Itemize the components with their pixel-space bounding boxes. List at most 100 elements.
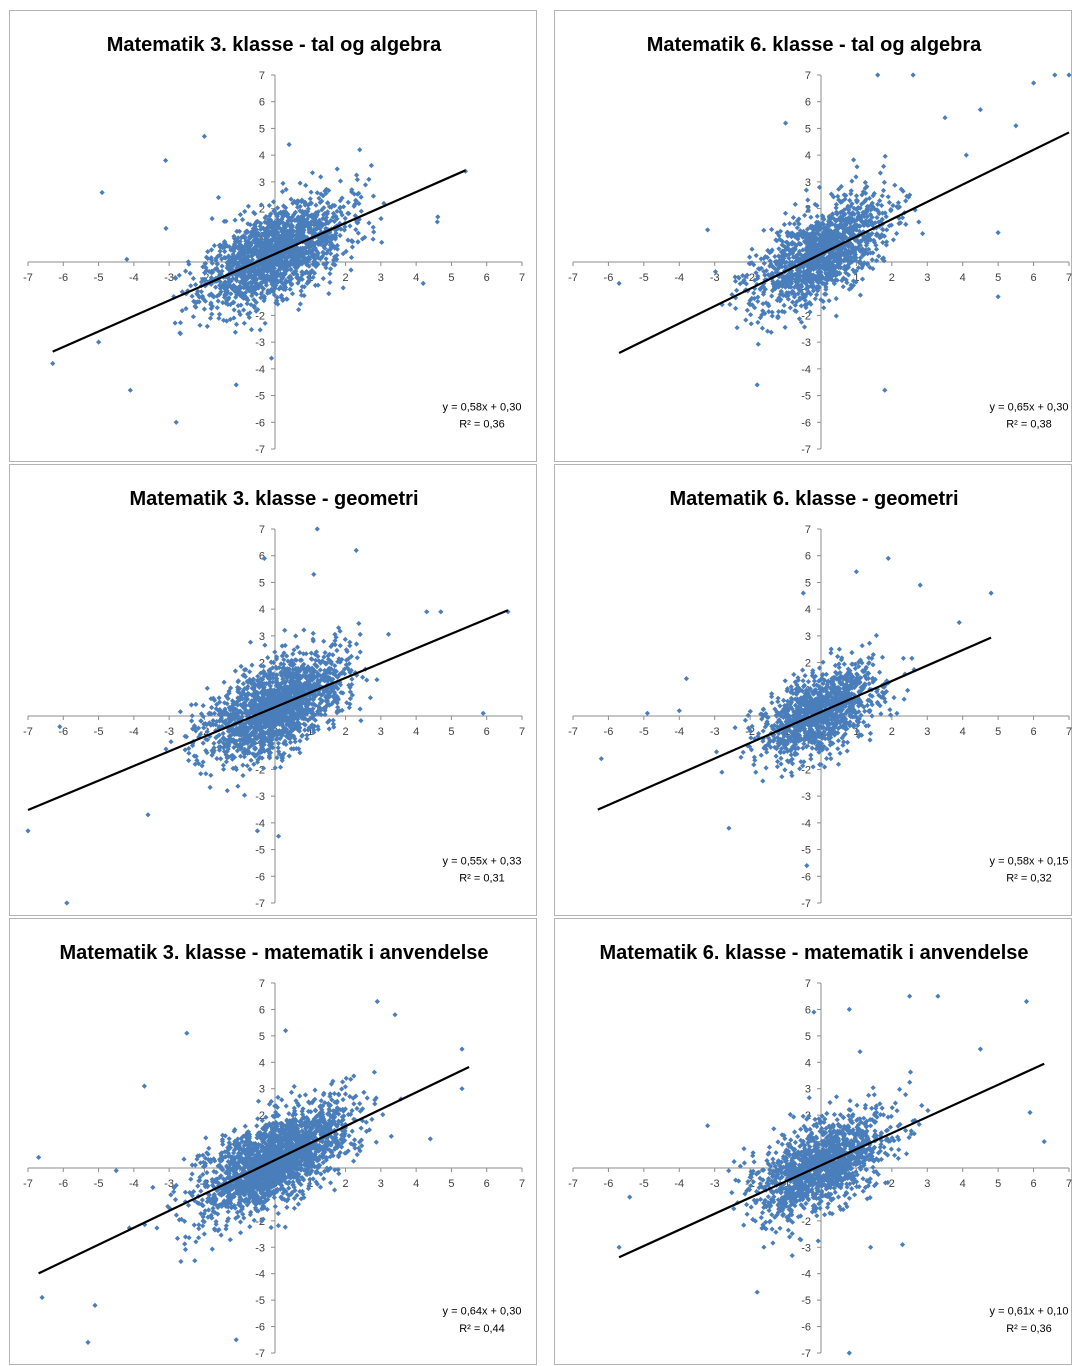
data-point (249, 327, 254, 332)
data-point (369, 163, 374, 168)
data-point (203, 771, 208, 776)
x-tick-label: -3 (710, 272, 720, 284)
data-point (234, 322, 239, 327)
data-point (815, 214, 820, 219)
data-point (201, 741, 206, 746)
data-point (205, 686, 210, 691)
data-point (191, 276, 196, 281)
data-point (238, 212, 243, 217)
data-point (366, 220, 371, 225)
data-point (357, 147, 362, 152)
data-point (1066, 72, 1071, 77)
data-point (371, 194, 376, 199)
data-point (189, 702, 194, 707)
x-tick-label: 7 (519, 726, 525, 738)
data-point (338, 233, 343, 238)
data-point (366, 177, 371, 182)
data-point (241, 307, 246, 312)
data-point (894, 231, 899, 236)
data-point (805, 197, 810, 202)
data-point (378, 216, 383, 221)
y-tick-label: 3 (259, 177, 265, 189)
data-point (183, 269, 188, 274)
data-point (705, 227, 710, 232)
data-point (234, 382, 239, 387)
data-point (371, 225, 376, 230)
data-point (328, 266, 333, 271)
y-tick-label: -5 (801, 391, 811, 403)
data-point (435, 214, 440, 219)
data-point (368, 695, 373, 700)
data-point (355, 239, 360, 244)
y-tick-label: -3 (255, 791, 265, 803)
data-point (358, 706, 363, 711)
data-point (239, 664, 244, 669)
chart-panel-3: Matematik 3. klasse - geometri-7-6-5-4-3… (9, 464, 537, 916)
data-point (878, 170, 883, 175)
data-point (303, 183, 308, 188)
data-point (242, 793, 247, 798)
y-tick-label: -6 (255, 417, 265, 429)
data-point (220, 264, 225, 269)
y-tick-label: 6 (805, 97, 811, 109)
y-tick-label: 5 (259, 577, 265, 589)
data-point (359, 209, 364, 214)
data-point (202, 134, 207, 139)
data-point (217, 312, 222, 317)
data-point (197, 323, 202, 328)
y-tick-label: -4 (255, 364, 265, 376)
data-point (747, 255, 752, 260)
data-point (881, 188, 886, 193)
data-point (321, 639, 326, 644)
y-tick-label: 7 (259, 524, 265, 536)
r-squared-label: R² = 0,36 (459, 419, 505, 431)
data-point (882, 180, 887, 185)
y-tick-label: 4 (259, 604, 265, 616)
data-point (358, 649, 363, 654)
data-point (193, 702, 198, 707)
data-point (310, 170, 315, 175)
x-tick-label: -3 (164, 726, 174, 738)
data-point (787, 221, 792, 226)
data-point (201, 759, 206, 764)
data-point (884, 227, 889, 232)
x-tick-label: -6 (58, 272, 68, 284)
data-point (880, 193, 885, 198)
data-point (246, 204, 251, 209)
data-point (163, 226, 168, 231)
data-point (240, 217, 245, 222)
y-tick-label: -3 (255, 337, 265, 349)
y-tick-label: -6 (801, 417, 811, 429)
trend-equation: y = 0,58x + 0,30 (443, 401, 522, 413)
data-point (886, 194, 891, 199)
data-point (191, 314, 196, 319)
data-point (276, 745, 281, 750)
data-point (748, 312, 753, 317)
data-point (198, 771, 203, 776)
data-point (190, 713, 195, 718)
data-point (892, 183, 897, 188)
data-point (421, 281, 426, 286)
data-point (756, 342, 761, 347)
data-point (814, 292, 819, 297)
data-point (296, 307, 301, 312)
data-point (334, 648, 339, 653)
data-point (297, 738, 302, 743)
data-point (772, 254, 777, 259)
data-point (879, 203, 884, 208)
data-point (308, 196, 313, 201)
data-point (379, 240, 384, 245)
data-point (208, 785, 213, 790)
x-tick-label: -7 (23, 272, 33, 284)
data-point (350, 244, 355, 249)
chart-title: Matematik 3. klasse - geometri (129, 488, 418, 510)
data-point (338, 643, 343, 648)
data-point (205, 324, 210, 329)
data-point (358, 718, 363, 723)
data-point (298, 181, 303, 186)
x-tick-label: 2 (343, 272, 349, 284)
data-point (163, 158, 168, 163)
scatter-chart: Matematik 6. klasse - tal og algebra-7-6… (555, 11, 1072, 463)
data-point (214, 756, 219, 761)
data-point (791, 215, 796, 220)
